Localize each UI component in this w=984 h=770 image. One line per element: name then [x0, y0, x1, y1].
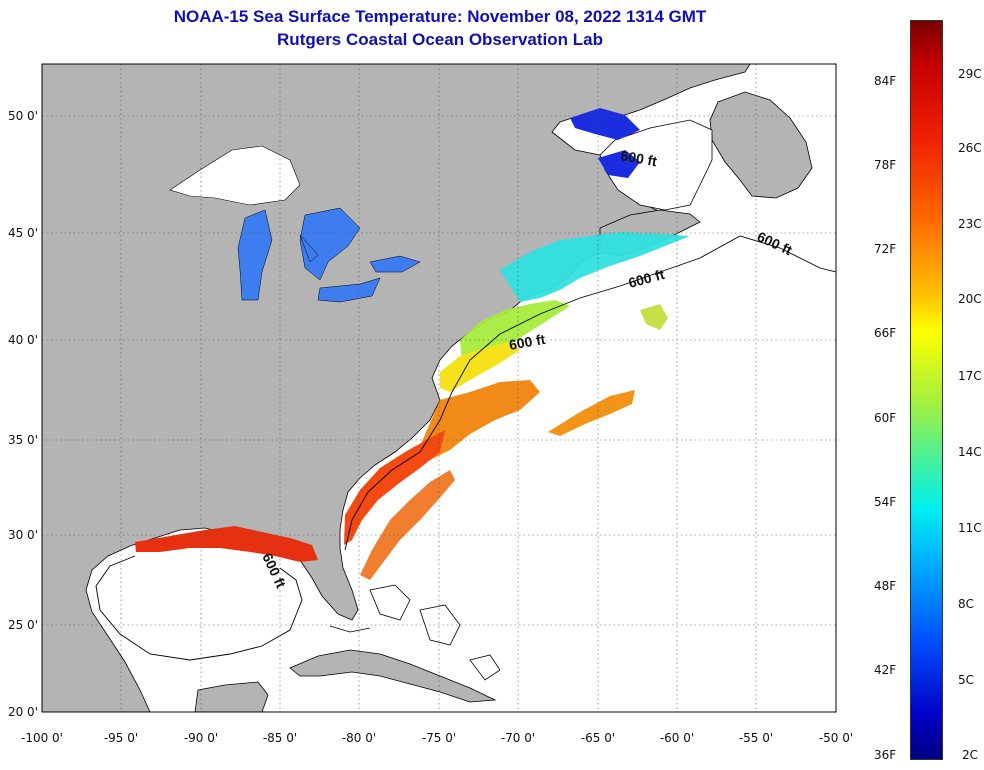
lon-label-75: -75 0' [422, 731, 456, 745]
cbar-f-66: 66F [874, 326, 897, 340]
contour-atlantic [344, 235, 836, 551]
lat-label-20: 20 0' [8, 705, 38, 719]
cbar-f-36: 36F [874, 748, 897, 762]
cbar-c-2: 2C [962, 748, 979, 762]
contour-label-4: 600 ft [508, 331, 547, 353]
sst-georges-bank [640, 304, 668, 330]
sst-st-lawrence [570, 108, 640, 178]
great-lakes [237, 207, 421, 303]
lon-label-60: -60 0' [660, 731, 694, 745]
map-title: NOAA-15 Sea Surface Temperature: Novembe… [173, 7, 707, 26]
cbar-f-78: 78F [874, 158, 897, 172]
cbar-c-14: 14C [958, 445, 982, 459]
lat-label-40: 40 0' [8, 333, 38, 347]
lon-label-95: -95 0' [104, 731, 138, 745]
cbar-f-60: 60F [874, 411, 897, 425]
cbar-c-17: 17C [958, 369, 982, 383]
sst-shelf-green [460, 300, 570, 362]
land-cuba [289, 649, 497, 703]
graticule [42, 64, 836, 712]
lat-label-50: 50 0' [8, 109, 38, 123]
cbar-c-26: 26C [958, 141, 982, 155]
cbar-f-84: 84F [874, 74, 897, 88]
lon-label-55: -55 0' [739, 731, 773, 745]
cbar-c-29: 29C [958, 67, 982, 81]
map-subtitle: Rutgers Coastal Ocean Observation Lab [277, 30, 603, 49]
cbar-c-5: 5C [958, 673, 975, 687]
contour-label-1: 600 ft [619, 147, 658, 169]
cbar-c-20: 20C [958, 292, 982, 306]
lon-label-90: -90 0' [184, 731, 218, 745]
contour-gulf [95, 555, 303, 661]
cbar-f-72: 72F [874, 242, 897, 256]
map-frame [41, 63, 837, 713]
lon-label-80: -80 0' [342, 731, 376, 745]
sst-offshore-scatter [360, 470, 455, 580]
hudson-lake-area [169, 145, 301, 206]
gulf-of-st-lawrence [599, 119, 713, 211]
cbar-f-48: 48F [874, 579, 897, 593]
lon-label-85: -85 0' [263, 731, 297, 745]
cbar-c-11: 11C [958, 521, 982, 535]
lat-label-30: 30 0' [8, 528, 38, 542]
sst-offshore-band [548, 390, 635, 436]
cbar-c-23: 23C [958, 217, 982, 231]
temperature-colorbar [910, 20, 943, 760]
florida-keys [329, 625, 371, 633]
lon-label-65: -65 0' [581, 731, 615, 745]
cbar-f-54: 54F [874, 495, 897, 509]
cbar-c-8: 8C [958, 597, 975, 611]
contour-bahamas [369, 584, 501, 681]
land-newfoundland [709, 91, 813, 199]
land-yucatan [194, 681, 269, 712]
sst-gulf-stream [420, 380, 540, 460]
lon-label-70: -70 0' [501, 731, 535, 745]
lat-label-45: 45 0' [8, 226, 38, 240]
sst-midatlantic-yellow [440, 342, 520, 392]
cbar-f-42: 42F [874, 663, 897, 677]
lon-label-100: -100 0' [21, 731, 63, 745]
lat-label-25: 25 0' [8, 618, 38, 632]
sst-southeast-coast [344, 430, 445, 545]
lat-label-35: 35 0' [8, 433, 38, 447]
sst-northeast-shelf [500, 232, 690, 302]
lon-label-50: -50 0' [819, 731, 853, 745]
